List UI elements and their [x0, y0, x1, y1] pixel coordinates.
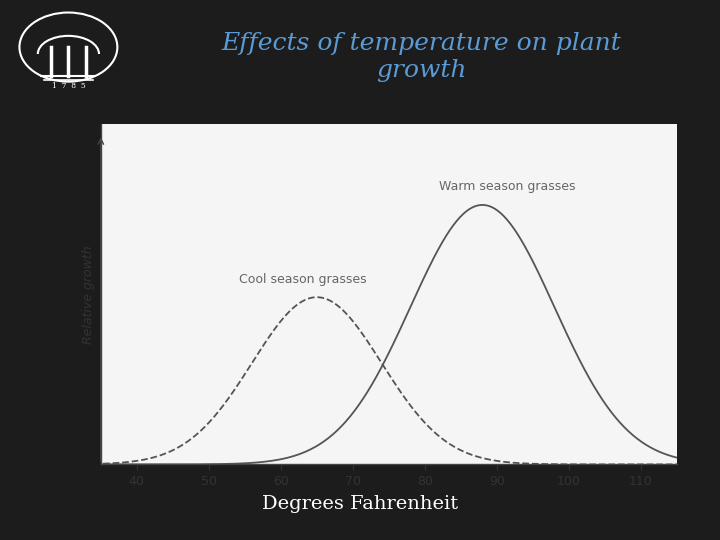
Text: Cool season grasses: Cool season grasses	[238, 273, 366, 286]
Y-axis label: Relative growth: Relative growth	[82, 245, 95, 343]
Text: Warm season grasses: Warm season grasses	[439, 180, 576, 193]
Text: 1  7  8  5: 1 7 8 5	[52, 82, 85, 90]
Text: Effects of temperature on plant
growth: Effects of temperature on plant growth	[221, 32, 621, 82]
Text: Degrees Fahrenheit: Degrees Fahrenheit	[262, 495, 458, 514]
